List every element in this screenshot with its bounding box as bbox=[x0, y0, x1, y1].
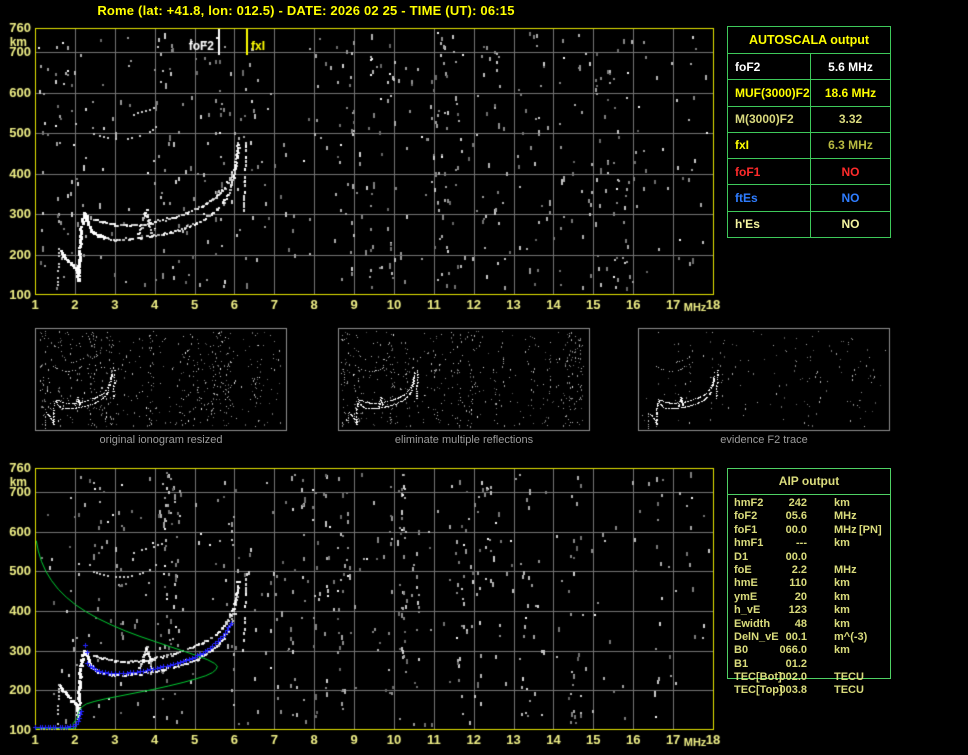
row-label: ftEs bbox=[735, 191, 758, 206]
row-value: 2.2 bbox=[791, 563, 807, 576]
row-value: 002.0 bbox=[779, 671, 807, 684]
table-row: hmF1 --- km bbox=[727, 537, 897, 550]
row-unit: km bbox=[834, 577, 850, 590]
row-value: 003.8 bbox=[779, 684, 807, 697]
row-label: foF2 bbox=[735, 59, 761, 74]
table-row: MUF(3000)F2 18.6 MHz bbox=[728, 80, 890, 107]
table-row: foF1 00.0 MHz [PN] bbox=[727, 524, 897, 537]
row-label: foF1 bbox=[734, 523, 758, 536]
row-unit: km bbox=[834, 497, 850, 509]
row-value: 00.1 bbox=[785, 630, 807, 643]
row-value: 110 bbox=[789, 577, 807, 590]
row-label: ymE bbox=[734, 590, 758, 603]
row-value: 18.6 MHz bbox=[810, 80, 890, 106]
aip-table-title: AIP output bbox=[728, 469, 890, 495]
thumbnail-caption: eliminate multiple reflections bbox=[394, 434, 534, 446]
row-label: foF2 bbox=[734, 510, 758, 523]
row-value: 00.0 bbox=[785, 523, 807, 536]
aip-output-box: AIP output bbox=[727, 468, 891, 679]
table-row: ftEs NO bbox=[728, 185, 890, 212]
autoscala-table-title: AUTOSCALA output bbox=[728, 27, 890, 54]
table-row: foE 2.2 MHz bbox=[727, 564, 897, 577]
thumbnail-caption: evidence F2 trace bbox=[720, 434, 808, 446]
table-row: M(3000)F2 3.32 bbox=[728, 106, 890, 133]
row-unit: MHz bbox=[834, 510, 857, 523]
row-value: 00.0 bbox=[785, 550, 807, 563]
table-row: B1 01.2 bbox=[727, 658, 897, 671]
row-unit: m^(-3) bbox=[834, 630, 868, 643]
row-label: B0 bbox=[734, 644, 749, 657]
table-row: Ewidth 48 km bbox=[727, 618, 897, 631]
table-row: TEC[Top] 003.8 TECU bbox=[727, 684, 897, 697]
row-label: h_vE bbox=[734, 604, 761, 617]
row-label: foE bbox=[734, 563, 752, 576]
row-value: NO bbox=[810, 211, 890, 237]
table-row: hmE 110 km bbox=[727, 577, 897, 590]
row-label: fxI bbox=[735, 138, 750, 153]
table-row: h'Es NO bbox=[728, 211, 890, 237]
row-unit: MHz bbox=[834, 523, 857, 536]
row-label: hmF2 bbox=[734, 497, 764, 509]
table-row: fxI 6.3 MHz bbox=[728, 132, 890, 160]
autoscala-output-table: AUTOSCALA output foF2 5.6 MHz MUF(3000)F2 1… bbox=[727, 26, 891, 238]
page-title: Rome (lat: +41.8, lon: 012.5) - DATE: 20… bbox=[97, 3, 515, 18]
table-row: h_vE 123 km bbox=[727, 604, 897, 617]
row-label: TEC[Bot] bbox=[734, 671, 782, 684]
row-value: 6.3 MHz bbox=[810, 132, 890, 159]
row-label: TEC[Top] bbox=[734, 684, 783, 697]
row-value: NO bbox=[810, 185, 890, 211]
row-value: --- bbox=[796, 537, 807, 550]
table-row: ymE 20 km bbox=[727, 591, 897, 604]
row-value: 123 bbox=[788, 604, 807, 617]
row-label: foF1 bbox=[735, 164, 761, 179]
row-unit: km bbox=[834, 604, 850, 617]
row-unit: km bbox=[834, 644, 850, 657]
row-unit: [PN] bbox=[859, 523, 882, 536]
row-label: DelN_vE bbox=[734, 630, 779, 643]
table-row: hmF2 242 km bbox=[727, 497, 897, 510]
row-unit: km bbox=[834, 617, 850, 630]
table-row: foF1 NO bbox=[728, 159, 890, 186]
row-value: 48 bbox=[794, 617, 807, 630]
row-unit: km bbox=[834, 537, 850, 550]
table-row: DelN_vE 00.1 m^(-3) bbox=[727, 631, 897, 644]
table-row: foF2 5.6 MHz bbox=[728, 54, 890, 81]
row-label: h'Es bbox=[735, 217, 760, 232]
row-label: Ewidth bbox=[734, 617, 771, 630]
table-row: foF2 05.6 MHz bbox=[727, 510, 897, 523]
table-row: D1 00.0 bbox=[727, 551, 897, 564]
row-unit: km bbox=[834, 590, 850, 603]
row-label: M(3000)F2 bbox=[735, 112, 794, 127]
row-value: NO bbox=[810, 159, 890, 185]
row-label: D1 bbox=[734, 550, 749, 563]
row-label: MUF(3000)F2 bbox=[735, 85, 810, 100]
row-value: 01.2 bbox=[785, 657, 807, 670]
table-row: TEC[Bot] 002.0 TECU bbox=[727, 671, 897, 684]
row-label: hmE bbox=[734, 577, 758, 590]
thumbnail-caption: original ionogram resized bbox=[99, 434, 223, 446]
row-label: B1 bbox=[734, 657, 749, 670]
row-unit: TECU bbox=[834, 684, 864, 697]
table-row: B0 066.0 km bbox=[727, 644, 897, 657]
row-label: hmF1 bbox=[734, 537, 764, 550]
row-unit: TECU bbox=[834, 671, 864, 684]
aip-output-table: hmF2 242 km foF2 05.6 MHz foF1 00.0 MHz [PN] hmF1-… bbox=[727, 497, 897, 698]
row-unit: MHz bbox=[834, 563, 857, 576]
row-value: 20 bbox=[794, 590, 807, 603]
row-value: 3.32 bbox=[810, 106, 890, 132]
row-value: 05.6 bbox=[785, 510, 807, 523]
row-value: 242 bbox=[788, 497, 807, 509]
row-value: 066.0 bbox=[779, 644, 807, 657]
row-value: 5.6 MHz bbox=[810, 54, 890, 80]
